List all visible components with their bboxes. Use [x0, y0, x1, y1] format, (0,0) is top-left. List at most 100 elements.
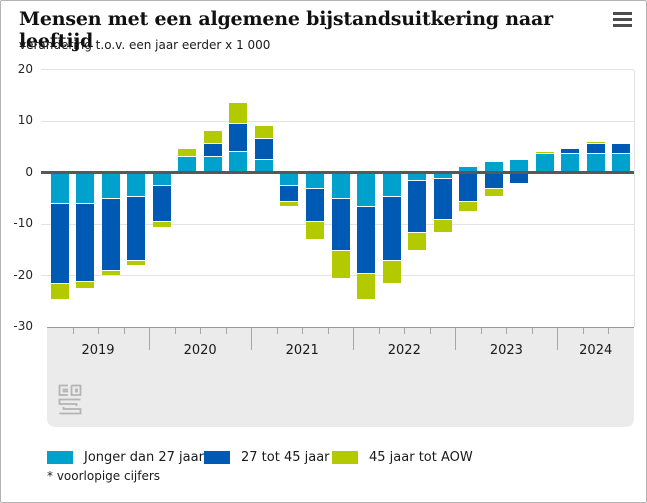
- bar-segment-2019-Q2[interactable]: [76, 203, 95, 281]
- bar-segment-2024-Q2[interactable]: [586, 141, 605, 145]
- legend-item-jonger-dan-27[interactable]: Jonger dan 27 jaar: [47, 447, 204, 465]
- y-tick-label: 20: [17, 61, 33, 76]
- bar-segment-2024-Q1[interactable]: [561, 154, 580, 173]
- year-label-2019: 2019: [81, 343, 115, 358]
- bar-segment-2019-Q1[interactable]: [50, 203, 69, 284]
- bar-segment-2023-Q2[interactable]: [484, 172, 503, 188]
- bar-segment-2021-Q2[interactable]: [280, 172, 299, 186]
- zero-axis-line: [41, 171, 634, 174]
- bar-segment-2020-Q1[interactable]: [152, 221, 171, 227]
- bar-segment-2019-Q1[interactable]: [50, 283, 69, 299]
- bar-segment-2022-Q4[interactable]: [433, 172, 452, 178]
- bar-segment-2024-Q2[interactable]: [586, 144, 605, 155]
- legend-swatch-cyan: [47, 451, 73, 464]
- legend-item-45-tot-aow[interactable]: 45 jaar tot AOW: [332, 447, 473, 465]
- gridline-20: [41, 69, 634, 70]
- hamburger-icon: [613, 12, 632, 16]
- quarter-tick: [506, 328, 508, 334]
- bar-segment-2023-Q3[interactable]: [510, 172, 529, 183]
- bar-segment-2022-Q3[interactable]: [408, 172, 427, 181]
- bar-segment-2020-Q3[interactable]: [203, 144, 222, 158]
- bar-segment-2022-Q1[interactable]: [357, 272, 376, 299]
- hamburger-icon: [613, 23, 632, 27]
- year-label-2021: 2021: [285, 343, 319, 358]
- bar-segment-2021-Q4[interactable]: [331, 198, 350, 250]
- bar-segment-2022-Q4[interactable]: [433, 218, 452, 232]
- bar-segment-2022-Q2[interactable]: [382, 195, 401, 261]
- bar-segment-2023-Q3[interactable]: [510, 159, 529, 173]
- bar-segment-2019-Q4[interactable]: [127, 172, 146, 196]
- bar-segment-2022-Q4[interactable]: [433, 177, 452, 219]
- x-axis-band: 2019 2020 2021 2022 2023 2024: [47, 327, 634, 427]
- bar-segment-2022-Q3[interactable]: [408, 180, 427, 232]
- bar-segment-2023-Q1[interactable]: [459, 200, 478, 212]
- quarter-tick: [480, 328, 482, 334]
- bar-segment-2023-Q4[interactable]: [535, 154, 554, 173]
- bar-segment-2019-Q2[interactable]: [76, 280, 95, 289]
- bar-segment-2019-Q3[interactable]: [101, 198, 120, 271]
- bar-segment-2020-Q4[interactable]: [229, 151, 248, 173]
- bar-segment-2019-Q2[interactable]: [76, 172, 95, 204]
- bar-segment-2020-Q1[interactable]: [152, 172, 171, 186]
- bar-segment-2019-Q3[interactable]: [101, 270, 120, 276]
- year-label-2023: 2023: [489, 343, 523, 358]
- year-label-2024: 2024: [579, 343, 613, 358]
- bar-segment-2023-Q1[interactable]: [459, 167, 478, 173]
- bar-segment-2024-Q2[interactable]: [586, 154, 605, 173]
- year-divider: [557, 328, 559, 350]
- footnote: * voorlopige cijfers: [47, 469, 161, 483]
- bar-segment-2020-Q3[interactable]: [203, 157, 222, 173]
- bar-segment-2019-Q3[interactable]: [101, 172, 120, 199]
- gridline-10: [41, 120, 634, 122]
- bar-segment-2022-Q3[interactable]: [408, 231, 427, 250]
- bar-segment-2022-Q1[interactable]: [357, 205, 376, 273]
- bar-segment-2020-Q1[interactable]: [152, 185, 171, 222]
- bar-segment-2020-Q2[interactable]: [178, 149, 197, 158]
- bar-segment-2022-Q1[interactable]: [357, 172, 376, 206]
- quarter-tick: [378, 328, 380, 334]
- legend-item-27-tot-45[interactable]: 27 tot 45 jaar: [204, 447, 330, 465]
- bar-segment-2021-Q2[interactable]: [280, 200, 299, 206]
- bar-segment-2019-Q1[interactable]: [50, 172, 69, 204]
- bar-segment-2021-Q2[interactable]: [280, 185, 299, 201]
- bar-segment-2019-Q4[interactable]: [127, 260, 146, 266]
- bar-segment-2020-Q2[interactable]: [178, 157, 197, 173]
- bar-segment-2023-Q2[interactable]: [484, 187, 503, 196]
- chart-title: Mensen met een algemene bijstandsuitkeri…: [19, 8, 553, 52]
- bar-segment-2021-Q1[interactable]: [254, 139, 273, 160]
- quarter-tick: [72, 328, 74, 334]
- bar-segment-2021-Q3[interactable]: [305, 221, 324, 240]
- year-label-2020: 2020: [183, 343, 217, 358]
- quarter-tick: [302, 328, 304, 334]
- bar-segment-2020-Q3[interactable]: [203, 131, 222, 145]
- bar-segment-2019-Q4[interactable]: [127, 195, 146, 261]
- quarter-tick: [174, 328, 176, 334]
- bar-segment-2022-Q2[interactable]: [382, 172, 401, 196]
- bar-segment-2021-Q4[interactable]: [331, 249, 350, 279]
- bar-segment-2021-Q1[interactable]: [254, 126, 273, 140]
- year-divider: [251, 328, 253, 350]
- bar-segment-2023-Q4[interactable]: [535, 151, 554, 155]
- bar-segment-2020-Q4[interactable]: [229, 123, 248, 152]
- bar-segment-2024-Q3[interactable]: [612, 154, 631, 173]
- bar-segment-2021-Q3[interactable]: [305, 172, 324, 188]
- bar-segment-2020-Q4[interactable]: [229, 102, 248, 124]
- y-tick-label: -30: [13, 319, 33, 333]
- quarter-tick: [531, 328, 533, 334]
- cbs-logo: [58, 384, 82, 420]
- bar-segment-2024-Q1[interactable]: [561, 149, 580, 155]
- menu-button[interactable]: [613, 12, 632, 29]
- quarter-tick: [327, 328, 329, 334]
- bar-segment-2023-Q1[interactable]: [459, 172, 478, 201]
- bar-segment-2024-Q3[interactable]: [612, 144, 631, 155]
- bar-segment-2022-Q2[interactable]: [382, 260, 401, 284]
- hamburger-icon: [613, 17, 632, 22]
- quarter-tick: [276, 328, 278, 334]
- bar-segment-2021-Q3[interactable]: [305, 187, 324, 222]
- bar-segment-2021-Q4[interactable]: [331, 172, 350, 199]
- bar-segment-2023-Q2[interactable]: [484, 162, 503, 173]
- y-tick-label: 10: [17, 113, 33, 127]
- bar-segment-2021-Q1[interactable]: [254, 159, 273, 173]
- quarter-tick: [225, 328, 227, 334]
